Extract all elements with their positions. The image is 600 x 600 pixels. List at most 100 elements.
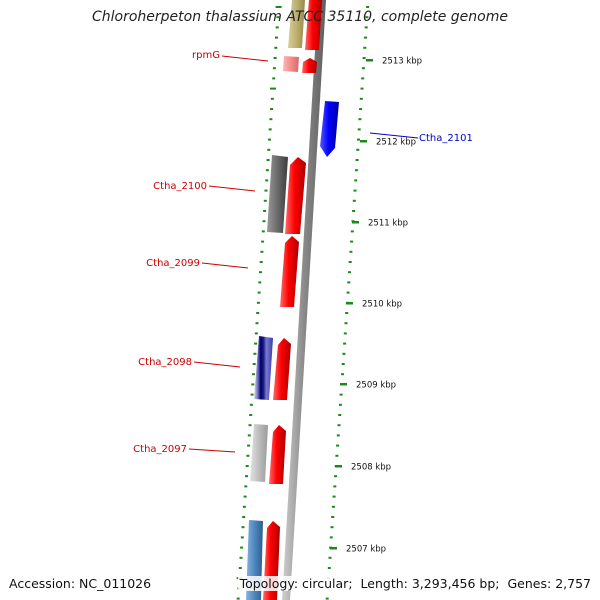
tick-mark [270,97,274,100]
tick-mark [258,281,262,284]
tick-mark [338,414,342,416]
tick-mark [274,46,278,49]
tick-mark [360,87,364,90]
length-label: Length: [360,576,408,591]
genome-stats: Topology: circular; Length: 3,293,456 bp… [237,576,591,591]
tick-mark [268,138,271,141]
scale-tick-2513 [366,59,373,62]
tick-mark [350,240,354,243]
tick-mark [352,199,356,202]
tick-mark [262,220,266,223]
gene-label-ctha-2097: Ctha_2097 [133,444,187,455]
gene-label-ctha-2099: Ctha_2099 [146,258,200,269]
tick-mark [242,516,246,518]
tick-mark [255,322,259,325]
tick-mark [263,199,267,202]
tick-mark [343,332,347,335]
tick-mark [252,363,256,365]
tick-mark [338,403,342,406]
tick-mark [331,516,335,518]
genes-value: 2,757 [555,576,591,591]
tick-mark [275,6,282,8]
tick-mark [275,26,279,29]
tick-mark [331,505,335,508]
tick-mark [357,128,361,131]
tick-mark [335,454,339,457]
tick-mark [364,36,367,39]
tick-mark [365,16,369,19]
callout-line-ctha-2097 [188,448,236,453]
tick-mark [327,567,331,569]
tick-mark [265,179,269,182]
scale-tick-2510 [346,302,353,305]
tick-mark [264,189,268,192]
genes-label: Genes: [507,576,552,591]
gene-label-ctha-2101: Ctha_2101 [419,133,473,144]
tick-mark [256,301,260,304]
tick-mark [346,291,350,294]
topology-value: circular; [302,576,353,591]
tick-mark [354,179,358,182]
scale-label-2510: 2510 kbp [362,300,402,310]
callout-line-ctha-2101 [369,132,419,139]
tick-mark [245,475,248,478]
gene-label-rpmg: rpmG [192,50,220,61]
gene-ctha-2100 [285,157,306,234]
minor-ticks-inner [236,6,282,600]
genome-backbone [282,0,326,600]
tick-mark [254,342,258,345]
scale-label-2512: 2512 kbp [376,138,416,148]
tick-mark [348,261,352,263]
callout-line-ctha-2098 [193,361,241,368]
tick-mark [358,118,362,121]
tick-mark [269,118,273,121]
tick-mark [275,36,278,39]
tick-mark [361,67,365,70]
tick-mark [244,485,248,488]
tick-mark [272,67,276,70]
tick-mark [339,393,343,396]
tick-mark [364,26,368,29]
tick-mark [257,291,261,294]
gene-ctha-2098-segment [254,336,273,400]
scale-label-2509: 2509 kbp [356,381,396,391]
gene-label-ctha-2098: Ctha_2098 [138,357,192,368]
tick-mark [332,495,336,498]
gene-rpmG [302,58,317,73]
scale-label-2508: 2508 kbp [351,463,391,473]
tick-mark [247,434,251,437]
tick-mark [333,485,337,488]
tick-mark [330,526,334,529]
tick-mark [236,597,240,600]
accession-info: Accession: NC_011026 [9,576,151,591]
scale-labels: 2513 kbp 2512 kbp 2511 kbp 2510 kbp 2509 kbp… [330,57,422,555]
scale-tick-2512 [360,140,367,143]
tick-mark [266,159,270,161]
tick-mark [261,230,265,233]
tick-mark [259,261,263,263]
tick-mark [345,312,349,314]
tick-mark [267,148,271,151]
tick-mark [239,556,243,559]
scale-label-2513: 2513 kbp [382,57,422,67]
tick-mark [354,169,358,172]
callout-line-rpmg [221,55,269,62]
tick-mark [328,556,332,559]
tick-mark [362,57,366,59]
topology-label: Topology: [239,576,299,591]
page-title: Chloroherpeton thalassium ATCC 35110, co… [92,9,508,25]
callout-line-ctha-2099 [201,262,249,269]
tick-mark [249,403,253,406]
tick-mark [272,77,276,80]
tick-mark [249,414,253,416]
accession-value: NC_011026 [79,576,152,591]
tick-mark [250,393,254,396]
tick-mark [260,250,264,253]
tick-mark [352,210,356,212]
tick-mark [350,230,354,233]
gene-ctha-2097-segment [250,424,268,482]
scale-label-2507: 2507 kbp [346,545,386,555]
scale-tick-2511 [352,221,359,224]
tick-mark [270,87,276,90]
tick-mark [265,169,269,172]
